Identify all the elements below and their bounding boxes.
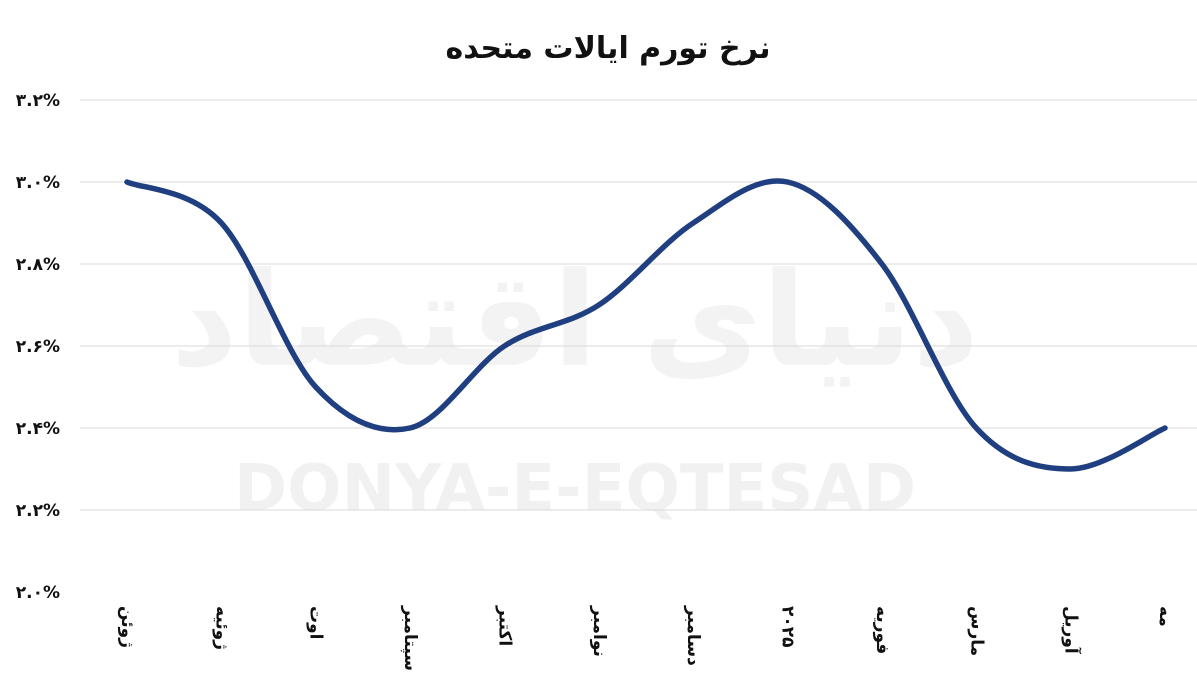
y-tick-label: ۳.۰% [16, 173, 60, 193]
x-tick-label: مارس [966, 606, 986, 656]
x-tick-label: نوامبر [589, 605, 609, 657]
x-tick-label: اوت [306, 606, 326, 639]
series-line [124, 178, 1168, 472]
grid-lines [80, 99, 1197, 511]
series-layer [124, 178, 1168, 472]
x-tick-label: اکتبر [494, 605, 514, 646]
chart-title: نرخ تورم ایالات متحده [446, 31, 771, 66]
x-axis-ticks: ژوئن ژوئیه اوت سپتامبر اکتبر نوامبر دسامبر ۲۰۲۵… [117, 605, 1175, 671]
x-tick-label: ۲۰۲۵ [778, 606, 798, 648]
y-tick-label: ۲.۶% [16, 337, 60, 357]
y-axis-ticks: ۳.۲% ۳.۰% ۲.۸% ۲.۶% ۲.۴% ۲.۲% ۲.۰% [16, 91, 60, 603]
x-tick-label: مه [1155, 606, 1175, 627]
y-tick-label: ۲.۸% [16, 255, 60, 275]
y-tick-label: ۲.۰% [16, 583, 60, 603]
x-tick-label: آوریل [1061, 606, 1083, 655]
y-tick-label: ۳.۲% [16, 91, 60, 111]
y-tick-label: ۲.۲% [16, 501, 60, 521]
x-tick-label: ژوئیه [211, 606, 231, 650]
watermark-latin: DONYA-E-EQTESAD [234, 452, 916, 526]
x-tick-label: دسامبر [683, 605, 703, 666]
watermark: دنیای اقتصاد DONYA-E-EQTESAD [171, 244, 979, 526]
x-tick-label: فوریه [872, 606, 892, 654]
y-tick-label: ۲.۴% [16, 419, 60, 439]
x-tick-label: سپتامبر [400, 605, 420, 671]
x-tick-label: ژوئن [117, 606, 137, 648]
